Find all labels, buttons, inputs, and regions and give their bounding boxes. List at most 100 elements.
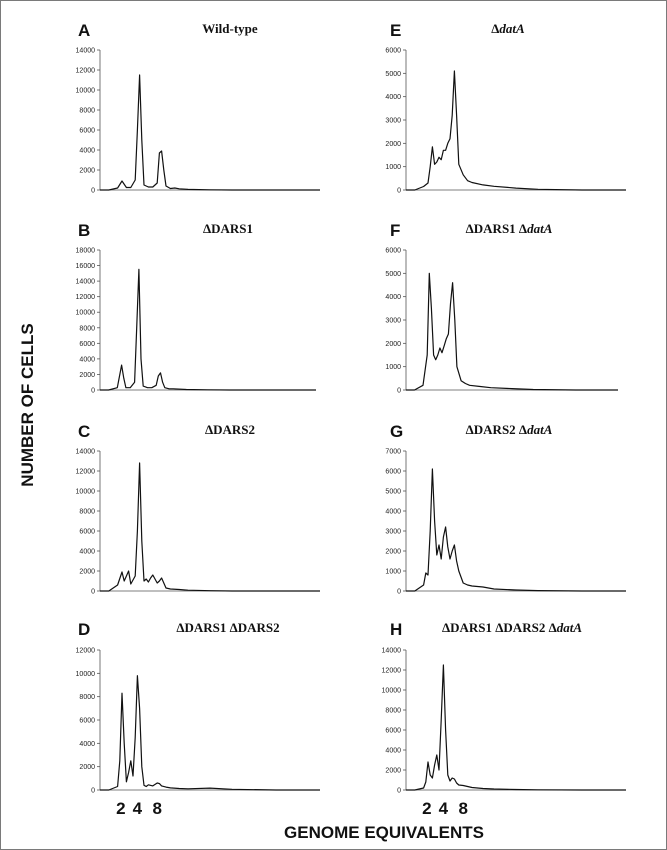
panel-title: ΔDARS2 ΔdatA [466,422,553,437]
y-tick-label: 10000 [76,489,96,496]
y-tick-label: 6000 [79,718,95,725]
y-tick-label: 7000 [385,449,401,456]
y-tick-label: 4000 [385,94,401,101]
y-tick-label: 1000 [385,569,401,576]
series-line [100,74,320,191]
title-prefix: Δ [205,422,213,437]
panel-letter: E [390,21,401,40]
title-prefix: Δ [466,422,474,437]
panels: A Wild-type020004000600080001000012000140… [76,21,626,818]
y-tick-label: 1000 [385,364,401,371]
panel-e: E ΔdatA 0 1000 2000 3000 4000 5000 6000 [385,21,626,195]
y-tick-label: 4000 [79,741,95,748]
x-axis-title: GENOME EQUIVALENTS [284,823,484,842]
y-tick-label: 10000 [76,88,96,95]
panel-letter: H [390,620,402,639]
y-tick-label: 0 [397,788,401,795]
series-line [406,272,618,391]
y-tick-label: 4000 [385,748,401,755]
y-tick-label: 12000 [382,668,402,675]
series-line [406,70,626,191]
panel-letter: A [78,21,90,40]
y-tick-label: 2000 [79,569,95,576]
y-tick-label: 3000 [385,118,401,125]
y-tick-label: 3000 [385,318,401,325]
y-tick-label: 0 [91,188,95,195]
title-prefix: Δ [491,21,499,36]
x-mark-label: 8 [152,799,161,818]
y-tick-label: 6000 [79,128,95,135]
y-tick-label: 10000 [76,671,96,678]
y-tick-label: 3000 [385,529,401,536]
y-tick-label: 14000 [76,279,96,286]
y-tick-label: 1000 [385,164,401,171]
y-tick-label: 6000 [385,728,401,735]
y-tick-label: 2000 [385,549,401,556]
y-tick-label: 16000 [76,263,96,270]
panel-title: ΔDARS1 [203,221,253,236]
title-italic: datA [557,620,583,635]
y-tick-label: 2000 [79,168,95,175]
y-tick-label: 0 [397,589,401,596]
y-tick-label: 14000 [76,48,96,55]
y-tick-label: 8000 [79,108,95,115]
x-mark-label: 2 [422,799,431,818]
title-italic: datA [527,422,553,437]
series-line [406,468,626,592]
y-tick-label: 5000 [385,489,401,496]
panel-title: Wild-type [202,21,258,36]
y-tick-label: 2000 [79,764,95,771]
title-main: DARS1 Δ [474,221,527,236]
panel-letter: C [78,422,90,441]
y-tick-label: 12000 [76,68,96,75]
y-tick-label: 12000 [76,294,96,301]
y-tick-label: 4000 [385,294,401,301]
y-tick-label: 8000 [79,694,95,701]
series-line [406,664,626,791]
y-tick-label: 4000 [79,549,95,556]
y-tick-label: 2000 [385,768,401,775]
panel-letter: B [78,221,90,240]
y-axis-title: NUMBER OF CELLS [18,323,37,486]
series-line [100,462,320,592]
title-italic: datA [499,21,525,36]
panel-f: F ΔDARS1 ΔdatA 0 1000 2000 3000 4000 5000 6000 [385,221,618,395]
panel-b: B ΔDARS1 0 2000 4000 6000 8000 10000 12000 14000 1… [76,221,316,395]
panel-title: ΔDARS1 ΔdatA [466,221,553,236]
title-prefix: Δ [176,620,184,635]
panel-g: G ΔDARS2 ΔdatA 0 1000 2000 3000 4000 5000 6000 70… [385,422,626,596]
series-line [100,675,320,791]
series-line [100,268,316,391]
title-italic: datA [527,221,553,236]
y-tick-label: 0 [397,188,401,195]
y-tick-label: 0 [91,589,95,596]
panel-a: A Wild-type 0 2000 4000 6000 8000 10000 12000 140… [76,21,320,195]
title-main: DARS1 ΔDARS2 [184,620,279,635]
y-tick-label: 8000 [79,509,95,516]
y-tick-label: 6000 [79,341,95,348]
y-tick-label: 14000 [76,449,96,456]
panel-d: D ΔDARS1 ΔDARS2 0 2000 4000 6000 8000 10000 1200… [76,620,320,818]
y-tick-label: 12000 [76,648,96,655]
panel-letter: F [390,221,400,240]
panel-letter: G [390,422,403,441]
y-tick-label: 0 [91,388,95,395]
x-mark-label: 4 [439,799,449,818]
y-tick-label: 8000 [385,708,401,715]
y-tick-label: 14000 [382,648,402,655]
y-tick-label: 0 [91,788,95,795]
title-prefix: Δ [203,221,211,236]
y-tick-label: 12000 [76,469,96,476]
panel-h: H ΔDARS1 ΔDARS2 ΔdatA 0 2000 4000 6000 8000 100… [382,620,626,818]
y-tick-label: 4000 [385,509,401,516]
title-main: DARS1 ΔDARS2 Δ [450,620,557,635]
y-tick-label: 6000 [385,248,401,255]
y-tick-label: 10000 [382,688,402,695]
panel-c: C ΔDARS2 0 2000 4000 6000 8000 10000 12000 14000 [76,422,320,596]
y-tick-label: 6000 [385,48,401,55]
x-mark-label: 4 [133,799,143,818]
y-tick-label: 2000 [385,141,401,148]
y-tick-label: 8000 [79,325,95,332]
y-tick-label: 4000 [79,356,95,363]
